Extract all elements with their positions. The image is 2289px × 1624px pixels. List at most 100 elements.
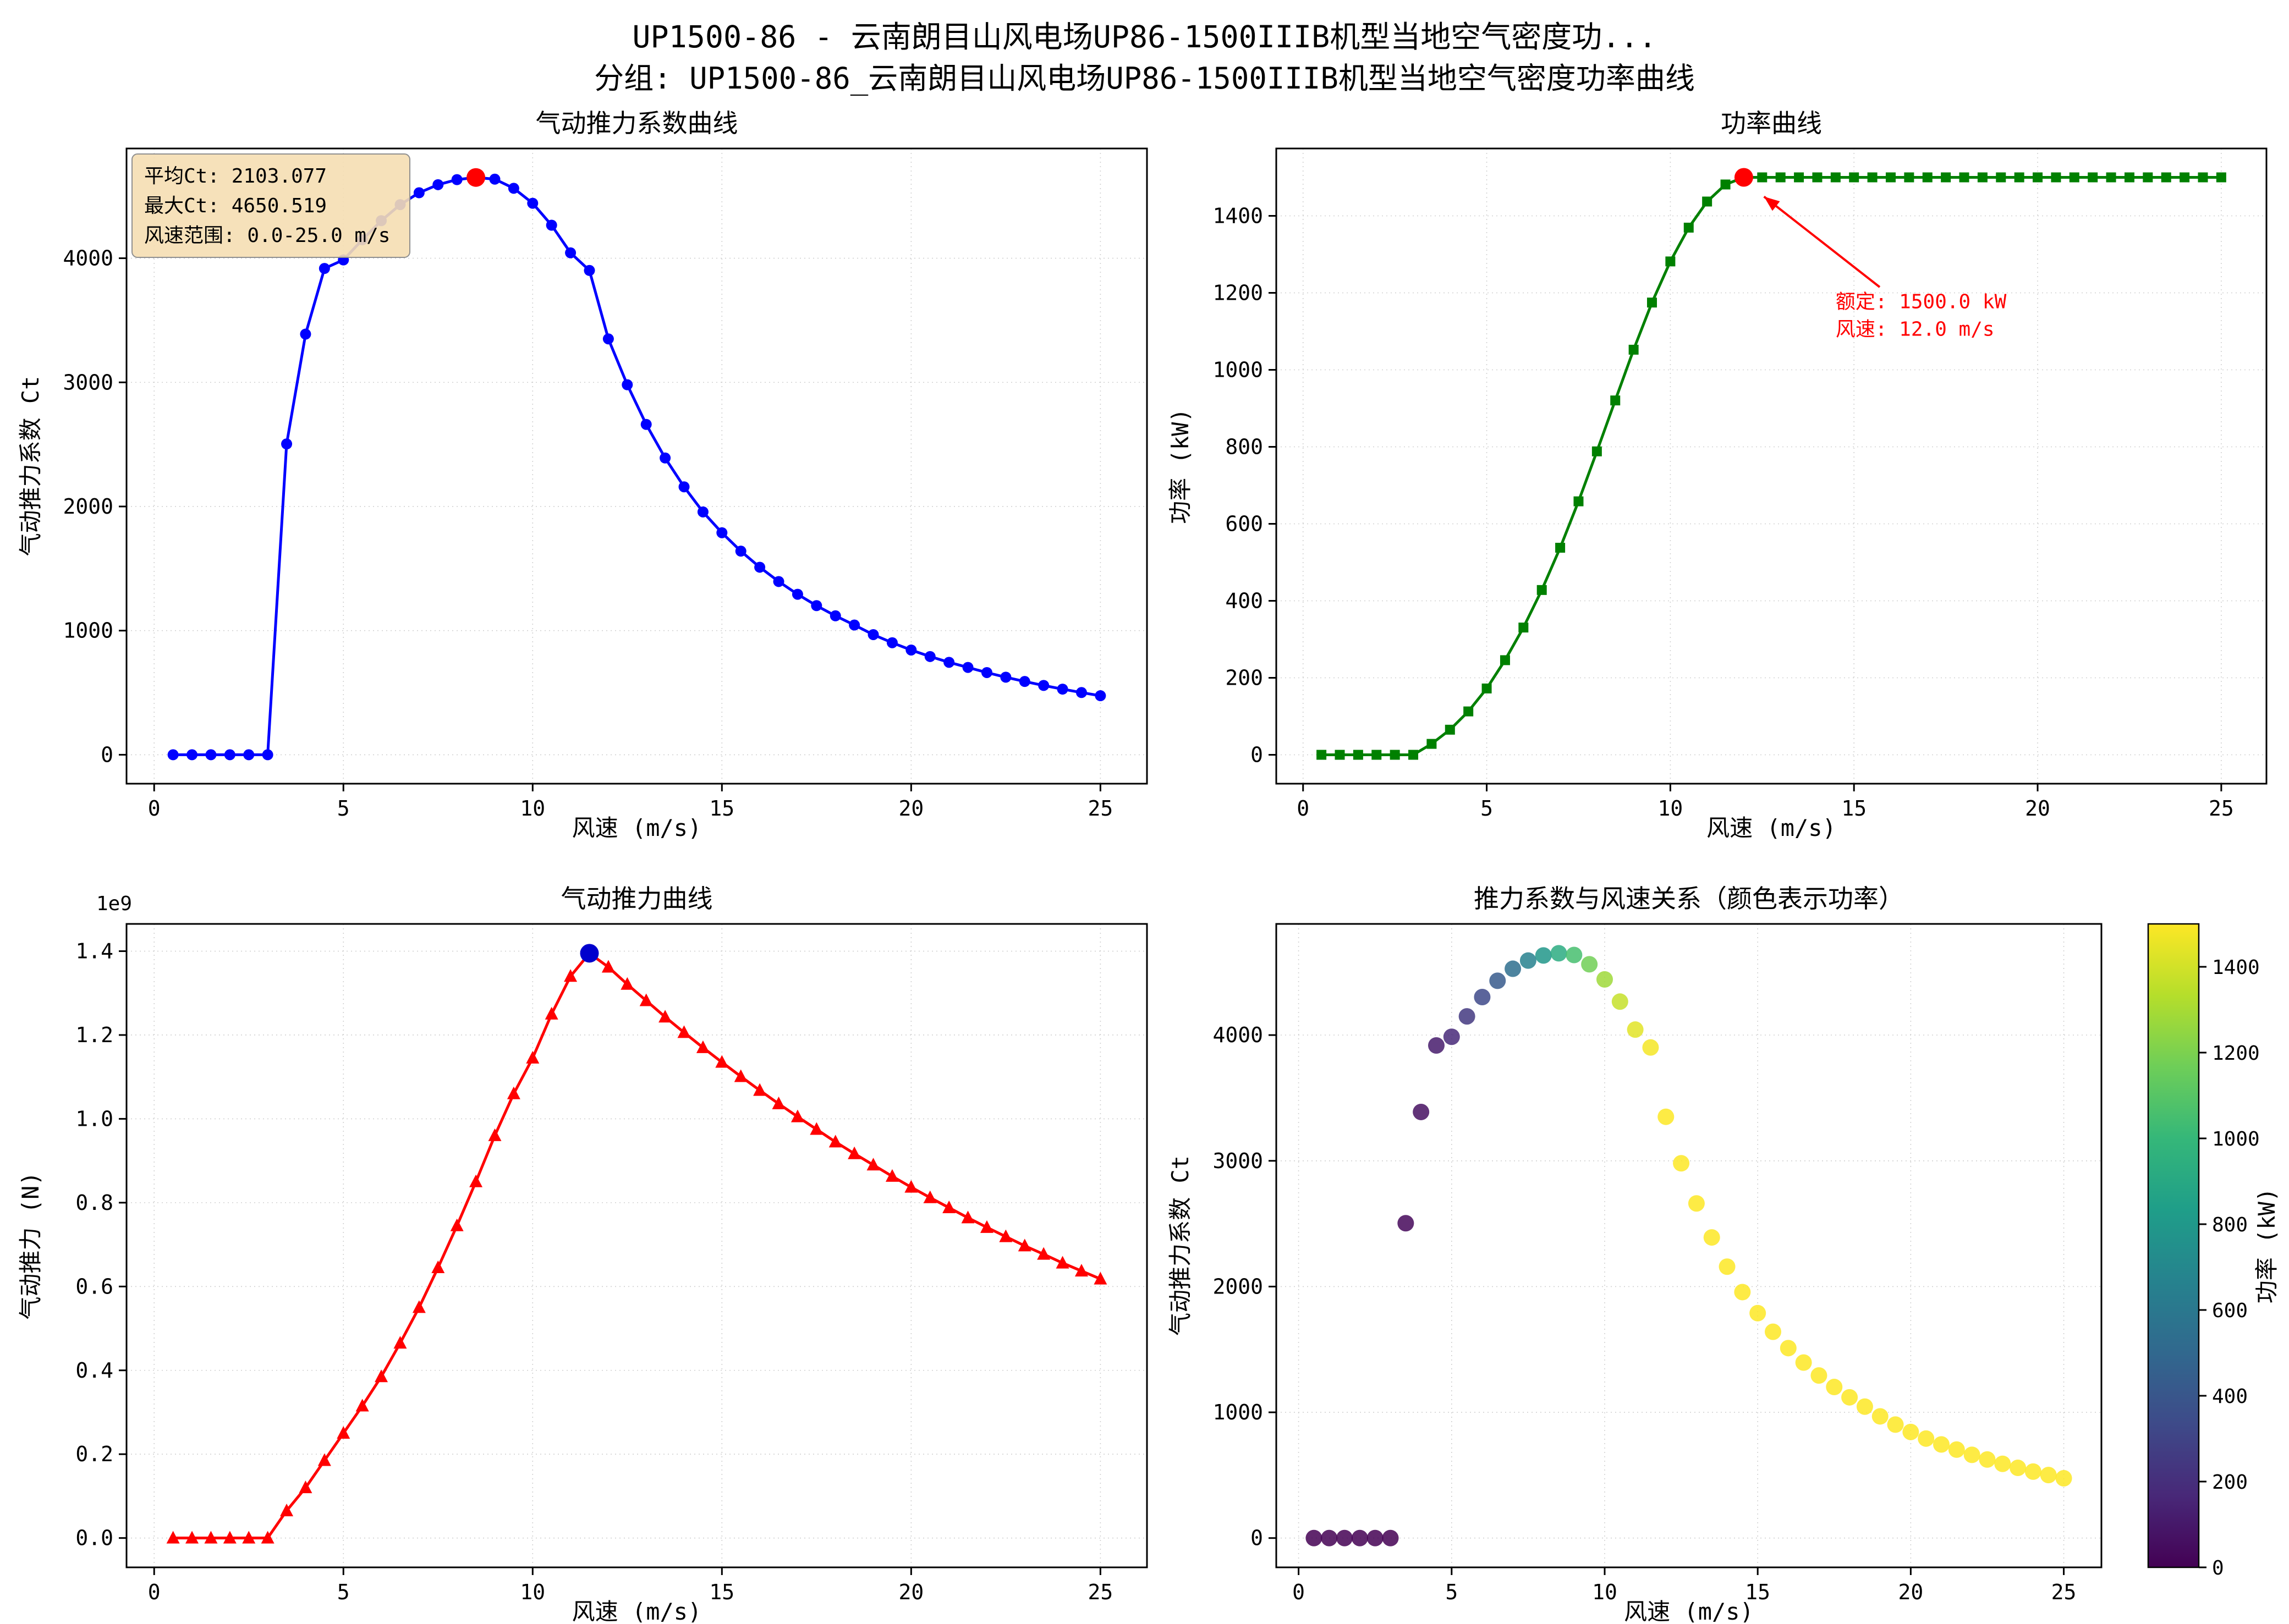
svg-text:25: 25	[2051, 1580, 2077, 1604]
svg-text:5: 5	[1480, 796, 1493, 821]
ct-power-scatter-points	[1305, 945, 2072, 1546]
svg-text:平均Ct: 2103.077: 平均Ct: 2103.077	[144, 165, 327, 188]
thrust-curve-axes-border	[125, 923, 1148, 1568]
svg-text:800: 800	[2212, 1214, 2248, 1236]
ct-curve-axes-border	[125, 147, 1148, 785]
svg-text:20: 20	[898, 796, 924, 821]
thrust-curve-ylabel: 气动推力 (N)	[17, 1171, 44, 1319]
power-curve-ylabel: 功率 (kW)	[1167, 408, 1194, 524]
svg-text:1000: 1000	[2212, 1128, 2260, 1150]
svg-text:5: 5	[337, 1580, 350, 1604]
svg-text:25: 25	[2209, 796, 2234, 821]
svg-text:0: 0	[1250, 743, 1263, 767]
svg-text:0: 0	[2212, 1557, 2224, 1579]
svg-text:10: 10	[520, 1580, 545, 1604]
svg-text:0.2: 0.2	[75, 1442, 113, 1466]
svg-text:0: 0	[148, 796, 161, 821]
ct-power-scatter-plot-background	[1276, 924, 2101, 1567]
power-curve-plot: 额定: 1500.0 kW 风速: 12.0 m/s 0 5 10 15 20 25 0 200 4…	[1167, 108, 2268, 841]
svg-text:0: 0	[148, 1580, 161, 1604]
svg-text:400: 400	[1225, 589, 1263, 613]
svg-text:200: 200	[2212, 1471, 2248, 1494]
ct-curve-ylabel: 气动推力系数 Ct	[17, 376, 44, 557]
svg-text:0: 0	[1250, 1526, 1263, 1550]
svg-text:20: 20	[1898, 1580, 1923, 1604]
svg-text:1200: 1200	[2212, 1042, 2260, 1065]
thrust-curve-plot: 0 5 10 15 20 25 0.0 0.2 0.4 0.6 0.8 1.0 1.2 1.4 气动推力曲线…	[17, 884, 1148, 1624]
ct-power-scatter-axes-border	[1275, 923, 2103, 1568]
svg-text:25: 25	[1088, 796, 1113, 821]
ct-power-scatter-title: 推力系数与风速关系（颜色表示功率）	[1474, 884, 1904, 913]
svg-text:400: 400	[2212, 1385, 2248, 1408]
thrust-curve-markers	[166, 946, 1107, 1544]
colorbar-gradient	[2147, 923, 2200, 1568]
svg-text:20: 20	[2025, 796, 2050, 821]
figure-subtitle: 分组: UP1500-86_云南朗目山风电场UP86-1500IIIB机型当地空…	[594, 61, 1695, 96]
svg-text:15: 15	[1841, 796, 1867, 821]
thrust-curve-axis-offset-text: 1e9	[96, 893, 132, 915]
svg-text:0: 0	[101, 742, 113, 767]
svg-text:1200: 1200	[1212, 281, 1263, 305]
svg-text:0.4: 0.4	[75, 1358, 113, 1383]
ct-power-scatter-xlabel: 风速 (m/s)	[1624, 1598, 1754, 1624]
thrust-curve-gridlines	[127, 924, 1147, 1567]
svg-text:0: 0	[1292, 1580, 1305, 1604]
svg-text:10: 10	[1592, 1580, 1617, 1604]
thrust-curve-ticks: 0 5 10 15 20 25 0.0 0.2 0.4 0.6 0.8 1.0 1.2 1.4	[75, 939, 1113, 1604]
power-curve-plot-background	[1276, 148, 2266, 784]
ct-power-scatter-ticks: 0 5 10 15 20 25 0 1000 2000 3000 4000	[1212, 1023, 2076, 1604]
ct-power-scatter-plot: 0 5 10 15 20 25 0 1000 2000 3000 4000 推力系数与风速关系（颜色表…	[1167, 884, 2103, 1624]
power-curve-arrow-annotation: 额定: 1500.0 kW 风速: 12.0 m/s	[1763, 195, 2007, 341]
svg-text:1400: 1400	[2212, 956, 2260, 979]
svg-text:800: 800	[1225, 435, 1263, 459]
svg-text:10: 10	[520, 796, 545, 821]
svg-text:0.6: 0.6	[75, 1274, 113, 1298]
svg-text:20: 20	[898, 1580, 924, 1604]
ct-curve-ticks: 0 5 10 15 20 25 0 1000 2000 3000 4000	[63, 246, 1113, 821]
svg-text:4000: 4000	[1212, 1023, 1263, 1047]
svg-text:1000: 1000	[63, 619, 113, 643]
svg-text:0.8: 0.8	[75, 1191, 113, 1215]
thrust-curve-line	[173, 951, 1101, 1540]
svg-text:3000: 3000	[63, 370, 113, 394]
ct-curve-highlight-point	[466, 168, 486, 187]
svg-text:1000: 1000	[1212, 358, 1263, 382]
power-curve-highlight-point	[1734, 168, 1753, 187]
svg-text:3000: 3000	[1212, 1149, 1263, 1173]
ct-power-scatter-gridlines	[1276, 924, 2101, 1567]
svg-text:1000: 1000	[1212, 1400, 1263, 1424]
thrust-curve-highlight-point	[580, 944, 599, 963]
ct-curve-info-box: 平均Ct: 2103.077 最大Ct: 4650.519 风速范围: 0.0-25…	[131, 153, 410, 258]
svg-text:15: 15	[709, 1580, 734, 1604]
ct-power-scatter-ylabel: 气动推力系数 Ct	[1167, 1155, 1194, 1336]
svg-text:5: 5	[1445, 1580, 1458, 1604]
svg-text:4000: 4000	[63, 246, 113, 271]
svg-text:10: 10	[1658, 796, 1683, 821]
svg-text:1.4: 1.4	[75, 939, 113, 964]
thrust-curve-plot-background	[127, 924, 1147, 1567]
svg-text:15: 15	[1745, 1580, 1770, 1604]
thrust-curve-xlabel: 风速 (m/s)	[572, 1598, 702, 1624]
svg-text:风速范围: 0.0-25.0 m/s: 风速范围: 0.0-25.0 m/s	[144, 224, 390, 247]
svg-text:0.0: 0.0	[75, 1526, 113, 1550]
colorbar-label: 功率 (kW)	[2253, 1188, 2280, 1303]
ct-curve-title: 气动推力系数曲线	[536, 108, 738, 138]
power-curve-gridlines	[1276, 148, 2266, 784]
figure-title: UP1500-86 - 云南朗目山风电场UP86-1500IIIB机型当地空气密…	[632, 19, 1657, 54]
ct-curve-plot: 平均Ct: 2103.077 最大Ct: 4650.519 风速范围: 0.0-25…	[17, 108, 1148, 841]
ct-curve-markers	[167, 172, 1106, 761]
svg-text:风速: 12.0 m/s: 风速: 12.0 m/s	[1836, 318, 1995, 341]
power-curve-axes-border	[1275, 147, 2268, 785]
svg-text:25: 25	[1088, 1580, 1113, 1604]
svg-text:最大Ct: 4650.519: 最大Ct: 4650.519	[144, 195, 327, 217]
power-curve-ticks: 0 5 10 15 20 25 0 200 400 600 800 1000 1200 1400	[1212, 204, 2233, 821]
svg-text:600: 600	[1225, 512, 1263, 536]
thrust-curve-title: 气动推力曲线	[561, 884, 713, 913]
svg-text:额定: 1500.0 kW: 额定: 1500.0 kW	[1836, 291, 2007, 313]
svg-text:0: 0	[1297, 796, 1309, 821]
colorbar: 0 200 400 600 800 1000 1200 1400 功率 (kW)	[2147, 923, 2280, 1579]
svg-text:1.2: 1.2	[75, 1023, 113, 1047]
svg-text:600: 600	[2212, 1300, 2248, 1322]
